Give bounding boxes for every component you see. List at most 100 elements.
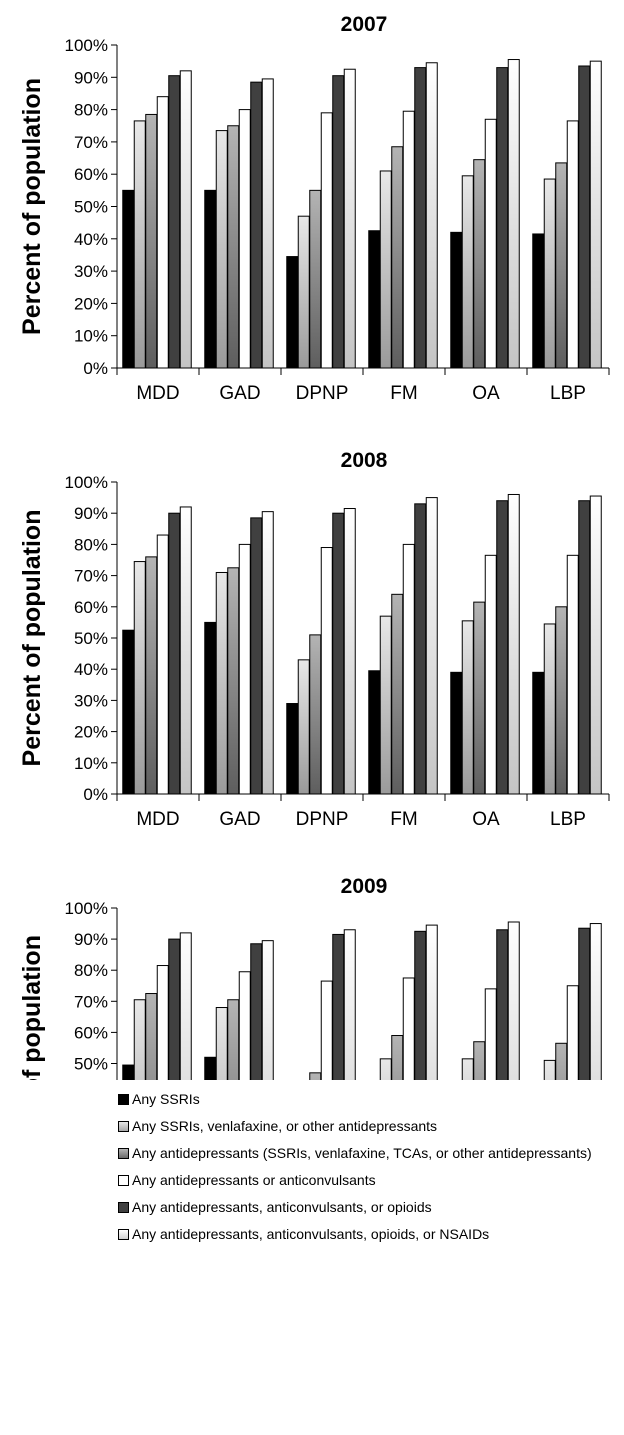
bar-oa-series-5 <box>496 929 509 1080</box>
bar-dpnp-series-3 <box>309 1072 322 1080</box>
bar-lbp-series-4 <box>566 120 579 369</box>
bar-fm-series-6 <box>425 497 438 795</box>
bar-gad-series-1 <box>204 189 217 369</box>
y-tick-label: 70% <box>74 567 108 586</box>
bar-fm-series-2 <box>379 170 392 369</box>
bar-dpnp-series-3 <box>309 634 322 795</box>
legend-swatch <box>118 1202 129 1213</box>
bar-mdd-series-1 <box>122 629 135 795</box>
bar-oa-series-2 <box>461 620 474 795</box>
y-tick-label: 20% <box>74 723 108 742</box>
bar-gad-series-1 <box>204 1056 217 1080</box>
bar-oa-series-5 <box>496 500 509 795</box>
bar-oa-series-3 <box>473 1041 486 1080</box>
bar-mdd-series-6 <box>179 932 192 1080</box>
bar-oa-series-1 <box>450 231 463 369</box>
legend-swatch <box>118 1121 129 1132</box>
legend-item-any-ssris: Any SSRIs <box>118 1086 618 1113</box>
bar-oa-series-6 <box>507 921 520 1080</box>
x-tick-label-gad: GAD <box>219 809 260 830</box>
y-tick-label: 100% <box>65 473 108 492</box>
bar-fm-series-6 <box>425 924 438 1080</box>
y-tick-label: 10% <box>74 327 108 346</box>
bar-mdd-series-3 <box>145 993 158 1080</box>
y-tick-label: 80% <box>74 961 108 980</box>
bar-oa-series-4 <box>484 988 497 1080</box>
bar-lbp-series-2 <box>543 623 556 795</box>
x-tick-label-mdd: MDD <box>136 383 179 404</box>
chart-title: 2009 <box>341 875 388 898</box>
bar-oa-series-6 <box>507 59 520 369</box>
x-tick-label-mdd: MDD <box>136 809 179 830</box>
bar-mdd-series-6 <box>179 506 192 795</box>
y-tick-label: 60% <box>74 1023 108 1042</box>
chart-2008: 2008 Percent of population 0% 10% 20% 30% 40% 5… <box>18 449 610 830</box>
legend-swatch <box>118 1175 129 1186</box>
bar-lbp-series-2 <box>543 1059 556 1080</box>
bar-gad-series-2 <box>215 130 228 369</box>
legend-label: Any antidepressants, anticonvulsants, op… <box>132 1226 490 1242</box>
bar-oa-series-3 <box>473 159 486 369</box>
chart-2007: 2007 Percent of population 0% 10% 20% 30% 40% 5… <box>18 13 610 404</box>
y-tick-label: 30% <box>74 262 108 281</box>
bar-fm-series-5 <box>414 930 427 1080</box>
bar-gad-series-6 <box>261 511 274 795</box>
legend-label: Any SSRIs <box>132 1091 200 1107</box>
bar-dpnp-series-6 <box>343 68 356 369</box>
bar-fm-series-5 <box>414 67 427 369</box>
bar-dpnp-series-4 <box>320 980 333 1080</box>
y-tick-label: 70% <box>74 133 108 152</box>
bar-dpnp-series-2 <box>297 215 310 369</box>
bar-mdd-series-2 <box>133 999 146 1080</box>
bar-oa-series-4 <box>484 118 497 369</box>
bar-gad-series-4 <box>238 971 251 1080</box>
bar-fm-series-5 <box>414 503 427 795</box>
y-tick-label: 80% <box>74 101 108 120</box>
x-tick-label-dpnp: DPNP <box>296 809 349 830</box>
y-tick-label: 60% <box>74 598 108 617</box>
bar-lbp-series-6 <box>589 495 602 795</box>
bar-lbp-series-4 <box>566 985 579 1080</box>
bar-lbp-series-3 <box>555 606 568 795</box>
x-tick-label-oa: OA <box>472 383 500 404</box>
bar-oa-series-4 <box>484 554 497 795</box>
y-tick-label: 50% <box>74 1055 108 1074</box>
bar-fm-series-4 <box>402 977 415 1080</box>
bar-mdd-series-2 <box>133 561 146 795</box>
legend-item-antidepressants-anticonvulsants-opioids-nsaids: Any antidepressants, anticonvulsants, op… <box>118 1221 618 1248</box>
legend-item-any-antidepressants: Any antidepressants (SSRIs, venlafaxine,… <box>118 1140 618 1167</box>
bar-gad-series-6 <box>261 940 274 1080</box>
y-tick-label: 100% <box>65 899 108 918</box>
bar-fm-series-3 <box>391 1035 404 1080</box>
y-tick-label: 100% <box>65 36 108 55</box>
legend-item-ssris-venlafaxine-other: Any SSRIs, venlafaxine, or other antidep… <box>118 1113 618 1140</box>
bar-fm-series-2 <box>379 1058 392 1080</box>
bar-gad-series-4 <box>238 109 251 369</box>
y-tick-label: 90% <box>74 68 108 87</box>
legend-item-antidepressants-anticonvulsants-opioids: Any antidepressants, anticonvulsants, or… <box>118 1194 618 1221</box>
bar-fm-series-4 <box>402 110 415 369</box>
bar-dpnp-series-4 <box>320 547 333 795</box>
x-tick-label-fm: FM <box>390 809 417 830</box>
bar-fm-series-3 <box>391 593 404 795</box>
bar-lbp-series-4 <box>566 554 579 795</box>
bar-mdd-series-5 <box>168 75 181 369</box>
bar-mdd-series-3 <box>145 113 158 369</box>
y-tick-label: 0% <box>83 359 108 378</box>
bar-gad-series-2 <box>215 1007 228 1080</box>
y-axis-label: Percent of population <box>18 935 46 1080</box>
bar-dpnp-series-3 <box>309 189 322 369</box>
bar-oa-series-2 <box>461 1058 474 1080</box>
bar-lbp-series-5 <box>578 927 591 1080</box>
y-tick-label: 50% <box>74 198 108 217</box>
legend-label: Any antidepressants, anticonvulsants, or… <box>132 1199 432 1215</box>
legend-item-antidepressants-anticonvulsants: Any antidepressants or anticonvulsants <box>118 1167 618 1194</box>
bar-gad-series-5 <box>250 81 263 369</box>
bar-gad-series-2 <box>215 571 228 795</box>
bar-fm-series-1 <box>368 230 381 369</box>
bar-lbp-series-3 <box>555 1042 568 1080</box>
bar-mdd-series-1 <box>122 189 135 369</box>
bar-dpnp-series-6 <box>343 508 356 795</box>
bar-mdd-series-2 <box>133 120 146 369</box>
